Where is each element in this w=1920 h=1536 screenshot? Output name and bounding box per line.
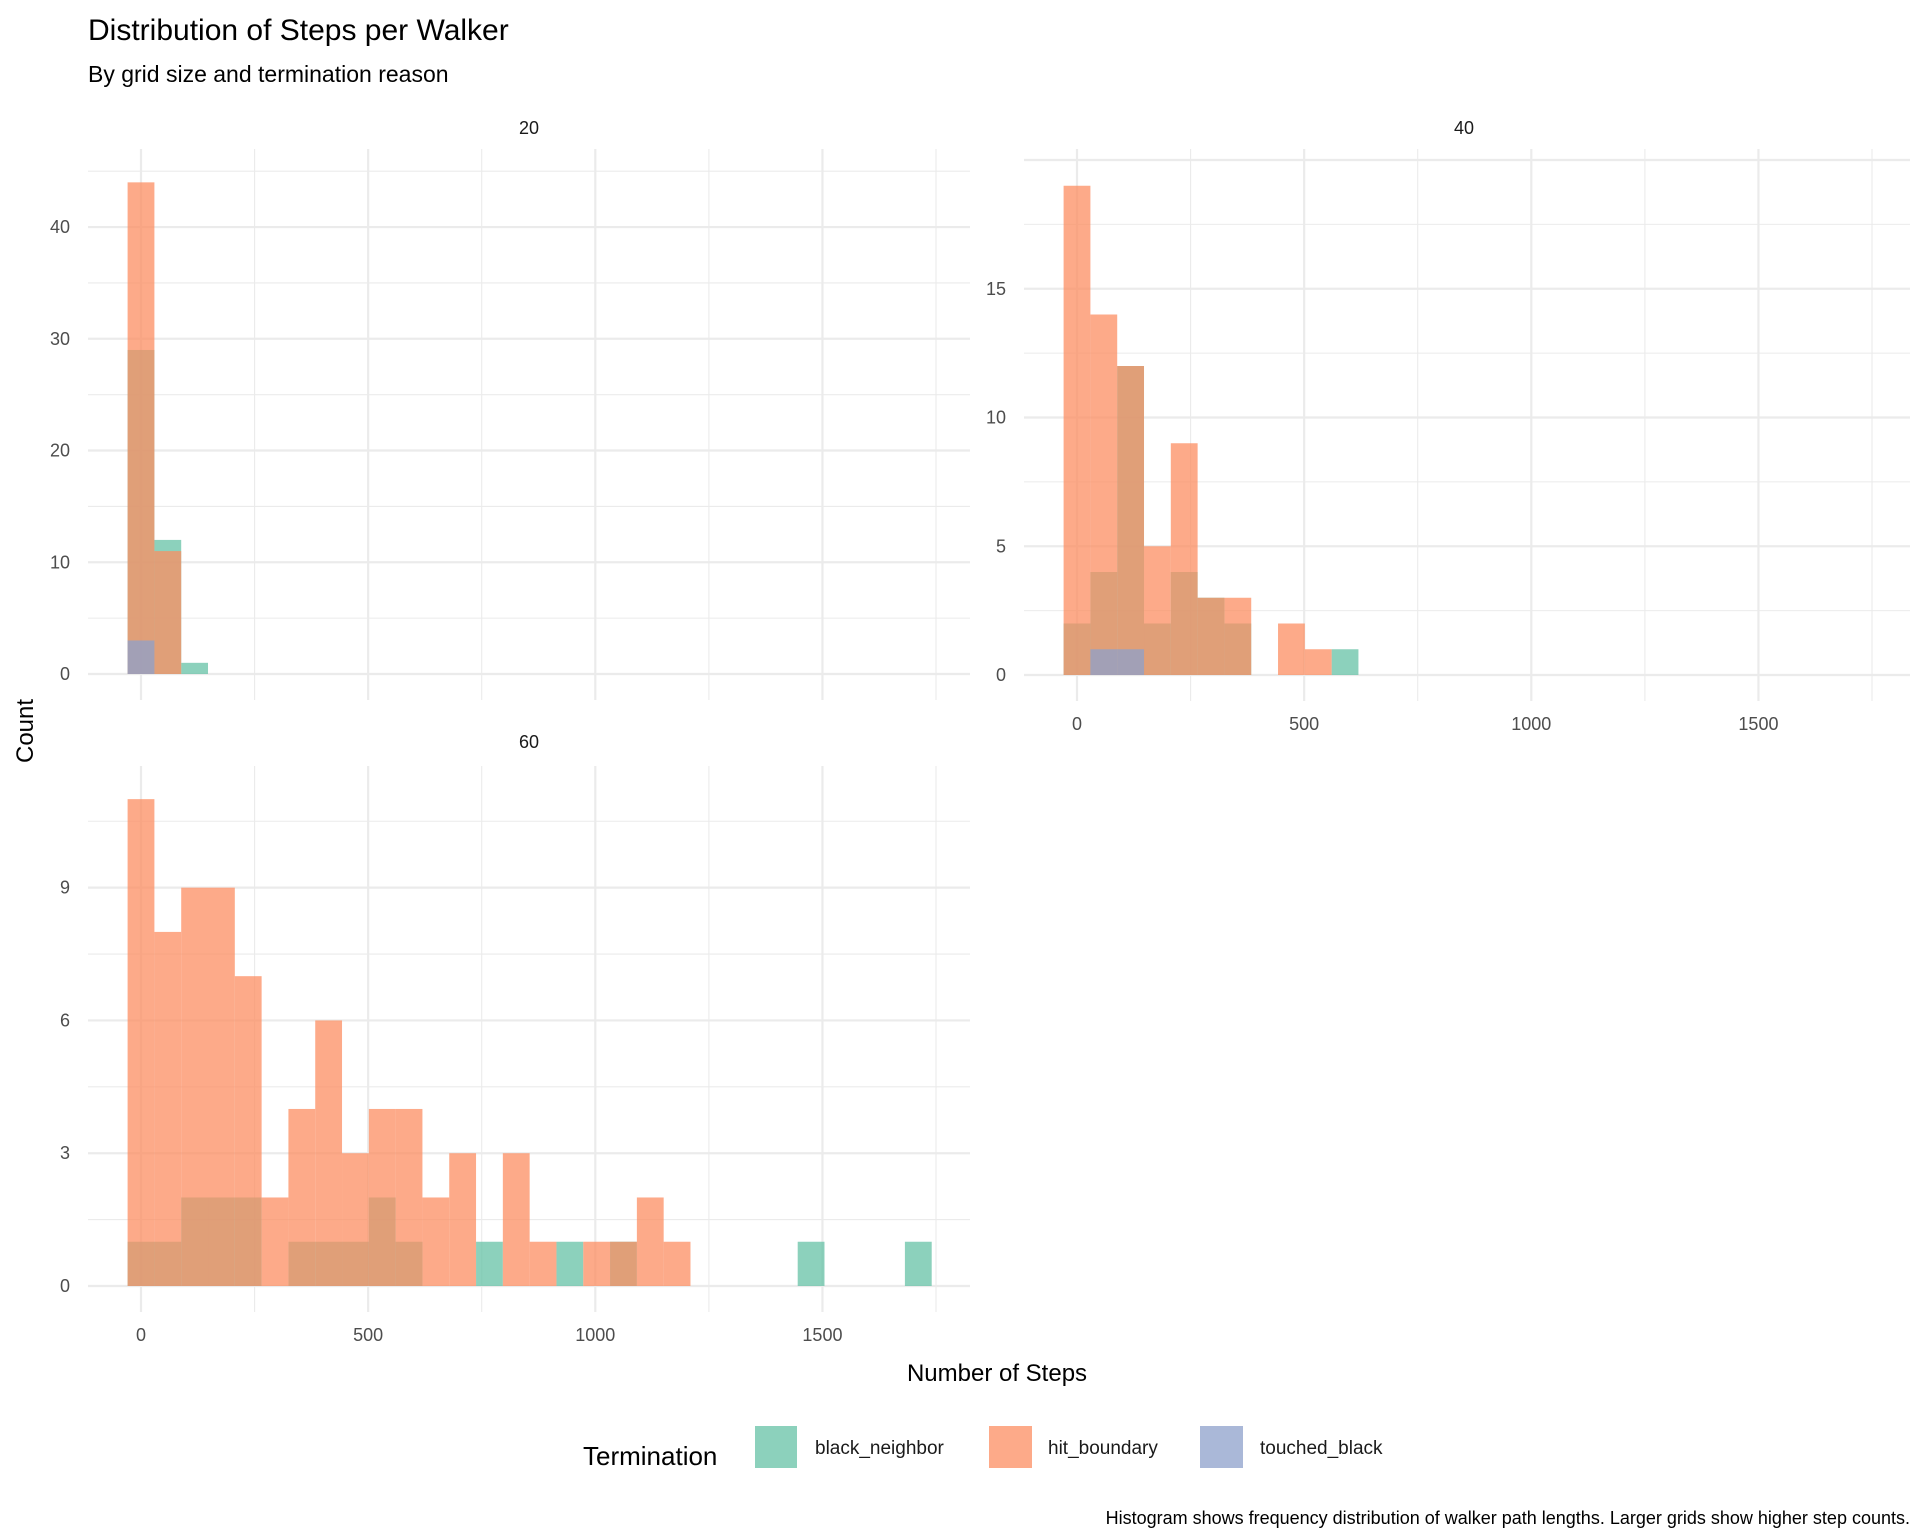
histogram-bar-hit-boundary <box>1304 649 1332 675</box>
y-tick-label: 15 <box>986 279 1006 299</box>
legend-label-black-neighbor: black_neighbor <box>815 1438 945 1459</box>
series-hit-boundary <box>1063 185 1332 675</box>
histogram-bar-hit-boundary <box>154 551 182 674</box>
y-tick-label: 40 <box>50 217 70 237</box>
x-tick-label: 1500 <box>802 1325 842 1345</box>
histogram-bar-hit-boundary <box>1117 366 1145 675</box>
histogram-bar-black-neighbor <box>904 1241 932 1286</box>
histogram-bar-hit-boundary <box>636 1197 664 1286</box>
facet-strip-label: 20 <box>519 118 539 138</box>
legend-title: Termination <box>583 1441 717 1471</box>
legend-label-touched-black: touched_black <box>1260 1438 1383 1459</box>
legend-swatch-black-neighbor <box>755 1426 797 1468</box>
histogram-bar-hit-boundary <box>529 1241 557 1286</box>
histogram-bar-hit-boundary <box>1278 623 1305 675</box>
histogram-bar-hit-boundary <box>583 1241 611 1286</box>
x-tick-label: 1500 <box>1738 714 1778 734</box>
y-tick-label: 0 <box>996 665 1006 685</box>
facet-panel-40: 40 0 5 10 15 0 500 1000 1500 <box>986 118 1910 734</box>
y-tick-label: 10 <box>50 552 70 572</box>
y-axis-title: Count <box>12 699 39 763</box>
x-tick-label: 0 <box>136 1325 146 1345</box>
y-tick-label: 6 <box>60 1010 70 1030</box>
histogram-bar-black-neighbor <box>476 1241 503 1286</box>
histogram-bar-hit-boundary <box>502 1153 530 1286</box>
x-tick-label: 0 <box>1072 714 1082 734</box>
chart-title: Distribution of Steps per Walker <box>88 14 509 47</box>
y-tick-label: 0 <box>60 1276 70 1296</box>
histogram-bar-hit-boundary <box>610 1241 637 1286</box>
histogram-bar-hit-boundary <box>1144 546 1171 675</box>
facet-panel-60: 60 0 3 6 9 0 500 1000 1500 <box>60 732 970 1345</box>
x-axis-title: Number of Steps <box>907 1360 1087 1387</box>
x-tick-label: 1000 <box>1511 714 1551 734</box>
histogram-bar-hit-boundary <box>449 1153 477 1286</box>
histogram-bar-hit-boundary <box>1090 314 1118 675</box>
y-tick-label: 3 <box>60 1143 70 1163</box>
histogram-bar-hit-boundary <box>234 976 262 1286</box>
y-tick-label: 20 <box>50 441 70 461</box>
series-touched-black <box>127 640 155 674</box>
legend-label-hit-boundary: hit_boundary <box>1048 1438 1158 1459</box>
y-tick-label: 9 <box>60 878 70 898</box>
histogram-bar-hit-boundary <box>288 1108 316 1286</box>
series-hit-boundary <box>127 182 182 674</box>
legend-swatch-hit-boundary <box>989 1426 1032 1468</box>
histogram-bar-hit-boundary <box>315 1020 343 1286</box>
histogram-bar-black-neighbor <box>797 1241 825 1286</box>
chart-subtitle: By grid size and termination reason <box>88 61 449 87</box>
histogram-bar-hit-boundary <box>395 1108 423 1286</box>
histogram-bar-hit-boundary <box>663 1241 691 1286</box>
histogram-bar-hit-boundary <box>1224 597 1252 675</box>
histogram-bar-black-neighbor <box>181 662 209 674</box>
histogram-bar-hit-boundary <box>208 887 235 1286</box>
x-tick-label: 500 <box>353 1325 383 1345</box>
y-tick-label: 30 <box>50 329 70 349</box>
chart-caption: Histogram shows frequency distribution o… <box>1106 1508 1910 1528</box>
histogram-bar-hit-boundary <box>261 1197 289 1286</box>
series-hit-boundary <box>127 799 691 1286</box>
histogram-bar-hit-boundary <box>154 931 182 1286</box>
histogram-bar-hit-boundary <box>1170 443 1198 675</box>
histogram-bar-hit-boundary <box>181 887 209 1286</box>
y-tick-label: 5 <box>996 536 1006 556</box>
legend: Termination black_neighbor hit_boundary … <box>583 1426 1383 1471</box>
histogram-bar-hit-boundary <box>422 1197 450 1286</box>
histogram-bar-touched-black <box>1117 649 1145 675</box>
histogram-bar-hit-boundary <box>127 799 155 1286</box>
facet-strip-label: 60 <box>519 732 539 752</box>
series-touched-black <box>1090 649 1145 675</box>
histogram-bar-touched-black <box>1090 649 1118 675</box>
facet-strip-label: 40 <box>1454 118 1474 138</box>
histogram-bar-hit-boundary <box>1063 185 1091 675</box>
facet-panel-20: 20 0 10 20 30 40 <box>50 118 970 700</box>
histogram-bar-hit-boundary <box>342 1153 369 1286</box>
histogram-bar-hit-boundary <box>1197 597 1225 675</box>
y-tick-label: 10 <box>986 408 1006 428</box>
x-tick-label: 500 <box>1289 714 1319 734</box>
histogram-bar-black-neighbor <box>556 1241 584 1286</box>
histogram-bar-black-neighbor <box>1331 649 1359 675</box>
histogram-bar-touched-black <box>127 640 155 674</box>
y-tick-label: 0 <box>60 664 70 684</box>
histogram-bar-hit-boundary <box>127 182 155 674</box>
legend-swatch-touched-black <box>1200 1426 1243 1468</box>
x-tick-label: 1000 <box>575 1325 615 1345</box>
histogram-bar-hit-boundary <box>368 1108 396 1286</box>
